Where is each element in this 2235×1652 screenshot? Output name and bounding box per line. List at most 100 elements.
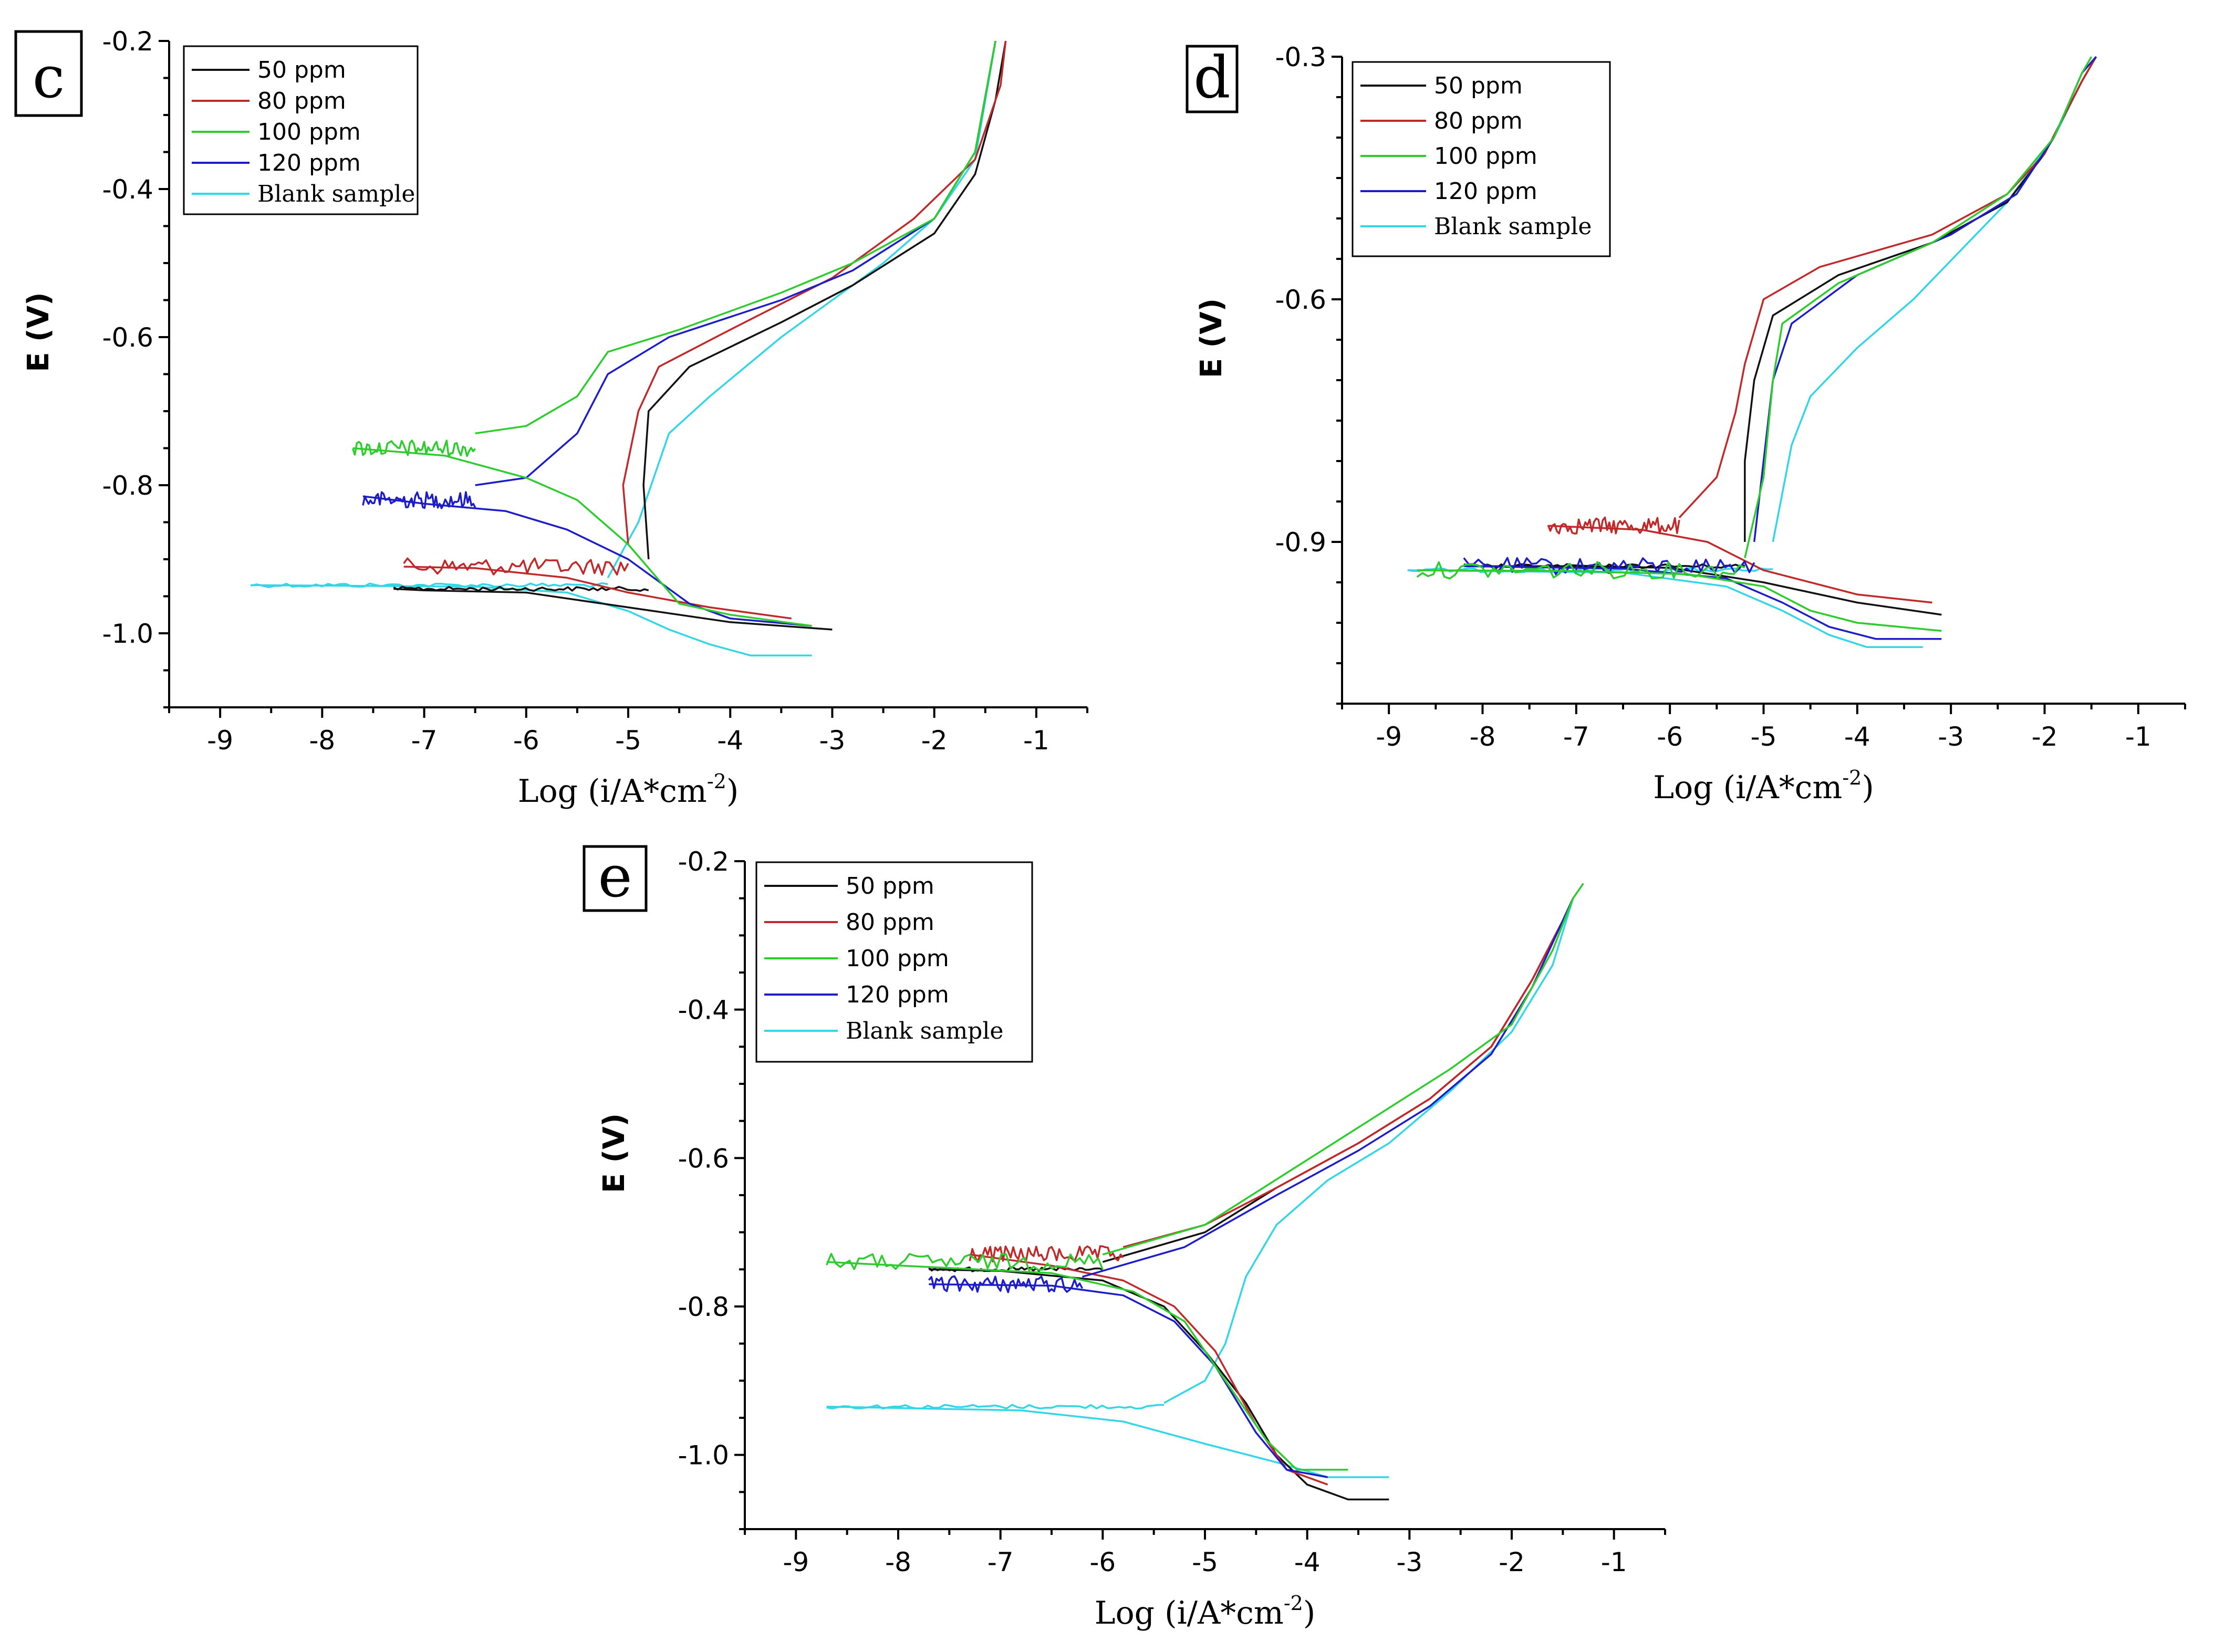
- legend-box: [755, 861, 1033, 1063]
- x-tick-label: -1: [1023, 725, 1049, 756]
- series-80-ppm: [403, 40, 1007, 620]
- x-tick-label: -2: [2032, 722, 2058, 752]
- ecorr-noise-band: [393, 585, 649, 592]
- x-tick-label: -9: [783, 1547, 809, 1577]
- x-tick-label: -1: [2125, 722, 2151, 752]
- y-tick-label: -0.6: [102, 322, 153, 353]
- x-tick-label: -7: [987, 1547, 1014, 1577]
- y-tick-label: -1.0: [678, 1440, 729, 1471]
- legend-label: 100 ppm: [257, 119, 361, 145]
- anodic-branch: [642, 40, 1007, 560]
- legend: 50 ppm 80 ppm 100 ppm 120 ppm Blank sample: [1352, 61, 1611, 257]
- ecorr-noise-band: [250, 582, 608, 589]
- x-tick-label: -8: [885, 1547, 911, 1577]
- x-tick-label: -4: [1844, 722, 1870, 752]
- x-tick-label: -7: [411, 725, 438, 756]
- cathodic-branch: [393, 588, 833, 631]
- legend: 50 ppm 80 ppm 100 ppm 120 ppm Blank sample: [755, 861, 1033, 1063]
- x-tick-label: -3: [1938, 722, 1964, 752]
- y-tick-label: -0.4: [102, 174, 153, 205]
- legend-label: 120 ppm: [257, 150, 361, 176]
- x-tick-label: -3: [1396, 1547, 1422, 1577]
- x-tick-label: -4: [717, 725, 743, 756]
- series-50-ppm: [393, 40, 1007, 631]
- legend-label: 120 ppm: [846, 981, 949, 1008]
- series-100-ppm: [826, 883, 1584, 1471]
- ecorr-noise-band: [826, 1252, 1104, 1271]
- y-tick-label: -0.3: [1275, 42, 1326, 72]
- chart-panel-e: e -9 -8 -7 -6 -5 -4 -3 -2 -1 -0.2 -0.4 -0.6 -0.8 -1.0 L…: [583, 843, 1666, 1632]
- x-axis-title: Log (i/A*cm-2): [1095, 1592, 1316, 1632]
- chart-panel-c: c -9 -8 -7 -6 -5 -4 -3 -2 -1 -0.2 -0.4 -0.6 -0.8 -1.0 L…: [14, 26, 1088, 810]
- y-tick-label: -0.6: [678, 1143, 729, 1174]
- legend: 50 ppm 80 ppm 100 ppm 120 ppm Blank sample: [183, 45, 419, 215]
- y-axis-title: E (V): [22, 292, 56, 372]
- ecorr-noise-band: [1416, 561, 1745, 580]
- x-tick-label: -1: [1601, 1547, 1627, 1577]
- series-blank-sample: [250, 40, 996, 657]
- y-tick-label: -0.8: [678, 1292, 729, 1322]
- cathodic-branch: [1548, 525, 1932, 604]
- ecorr-noise-band: [928, 1275, 1083, 1293]
- ecorr-noise-band: [826, 1404, 1165, 1410]
- x-tick-label: -2: [1499, 1547, 1525, 1577]
- anodic-branch: [475, 40, 996, 435]
- x-axis-title: Log (i/A*cm-2): [518, 770, 739, 810]
- ecorr-noise-band: [403, 557, 629, 576]
- series-120-ppm: [928, 897, 1574, 1478]
- chart-panel-d: d -9 -8 -7 -6 -5 -4 -3 -2 -1 -0.3 -0.6 -0.9 Log (i/A*…: [1186, 42, 2186, 806]
- x-tick-label: -5: [1751, 722, 1777, 752]
- y-tick-label: -1.0: [102, 619, 153, 649]
- legend-label: 100 ppm: [846, 945, 949, 972]
- legend-label: Blank sample: [846, 1018, 1003, 1044]
- legend-label: Blank sample: [1434, 213, 1592, 240]
- series-100-ppm: [1416, 56, 2093, 632]
- x-tick-label: -8: [309, 725, 335, 756]
- cathodic-branch: [1417, 569, 1942, 632]
- ecorr-noise-band: [362, 491, 476, 509]
- anodic-branch: [1082, 897, 1574, 1278]
- x-tick-label: -7: [1563, 722, 1589, 752]
- x-tick-label: -2: [921, 725, 948, 756]
- legend-label: 80 ppm: [846, 909, 934, 936]
- panel-label-box: [1186, 45, 1239, 113]
- panel-label: e: [598, 843, 632, 910]
- series-100-ppm: [351, 40, 996, 627]
- x-tick-label: -5: [615, 725, 641, 756]
- x-axis-title: Log (i/A*cm-2): [1653, 766, 1874, 806]
- legend-box: [1352, 61, 1611, 257]
- ecorr-noise-band: [1547, 516, 1680, 535]
- cathodic-branch: [251, 584, 812, 657]
- y-tick-label: -0.8: [102, 470, 153, 501]
- y-tick-label: -0.4: [678, 995, 729, 1026]
- legend-label: 100 ppm: [1434, 143, 1537, 170]
- anodic-branch: [622, 40, 1007, 545]
- cathodic-branch: [1463, 565, 1942, 640]
- legend-label: 80 ppm: [257, 88, 346, 114]
- x-tick-label: -8: [1470, 722, 1496, 752]
- panel-label: c: [33, 44, 65, 111]
- cathodic-branch: [352, 447, 812, 627]
- x-tick-label: -3: [819, 725, 846, 756]
- y-tick-label: -0.2: [678, 846, 729, 877]
- y-axis-title: E (V): [597, 1113, 631, 1193]
- legend-label: 80 ppm: [1434, 108, 1523, 134]
- ecorr-noise-band: [1463, 557, 1755, 576]
- cathodic-branch: [403, 566, 792, 620]
- anodic-branch: [1102, 883, 1584, 1256]
- panel-label-box: [583, 845, 648, 912]
- legend-label: Blank sample: [257, 181, 415, 207]
- legend-label: 50 ppm: [1434, 72, 1523, 99]
- legend-label: 50 ppm: [846, 873, 934, 900]
- x-tick-label: -6: [513, 725, 539, 756]
- x-tick-label: -9: [207, 725, 233, 756]
- x-tick-label: -9: [1376, 722, 1402, 752]
- legend-box: [183, 45, 419, 215]
- y-tick-label: -0.9: [1275, 527, 1326, 558]
- anodic-branch: [607, 40, 996, 579]
- ecorr-noise-band: [351, 440, 476, 457]
- cathodic-branch: [826, 1261, 1348, 1471]
- anodic-branch: [1122, 897, 1574, 1248]
